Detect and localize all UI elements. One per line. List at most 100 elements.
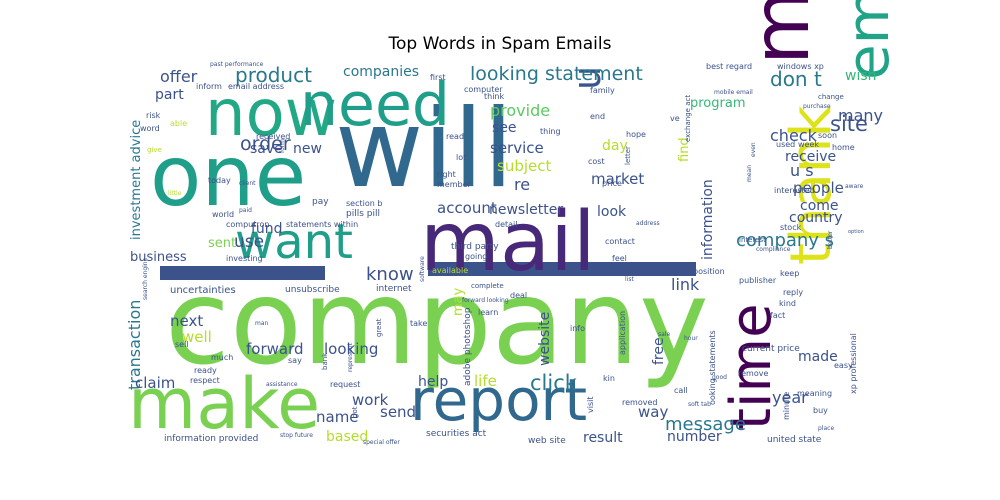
word-money: money [737, 0, 827, 65]
word-feel: feel [612, 254, 627, 263]
word-web-site: web site [528, 436, 566, 446]
word-stock: stock [780, 223, 802, 232]
word-even: even [750, 142, 757, 157]
word-kin: kin [603, 374, 615, 383]
word-meaning: meaning [797, 389, 832, 398]
word-ready: ready [194, 366, 217, 375]
word-use: use [234, 232, 264, 252]
word-help: help [418, 374, 448, 390]
mask-bar-2 [428, 262, 696, 276]
word-special-offer: special offer [363, 439, 400, 446]
word-program: program [690, 96, 746, 111]
word-information-provided: information provided [164, 434, 258, 444]
word-pay: pay [312, 197, 329, 207]
word-u: u [565, 66, 609, 90]
word-list: list [625, 276, 634, 283]
word-now: now [205, 77, 337, 151]
mask-bar-1 [160, 266, 325, 280]
word-great: great [375, 318, 383, 337]
word-make: make [128, 363, 320, 445]
mask-bars [160, 262, 696, 280]
word-fund: fund [251, 221, 283, 237]
word-interest: interest [739, 236, 766, 244]
word-adobe-photoshop: adobe photoshop [463, 307, 473, 386]
word-learn: learn [478, 308, 498, 317]
word-statements-within: statements within [286, 220, 358, 229]
word-unsubscribe: unsubscribe [285, 285, 340, 295]
word-assistance: assistance [266, 381, 298, 388]
word-got: got [351, 406, 359, 418]
word-stop-future: stop future [280, 432, 313, 439]
word-complete: complete [471, 282, 504, 290]
word-received: received [256, 132, 290, 141]
word-sale: sale [658, 331, 670, 338]
word-company: company [165, 253, 709, 391]
word-position: position [693, 267, 725, 276]
word-better: better [827, 230, 834, 249]
word-address: address [636, 220, 660, 227]
word-come: come [800, 198, 839, 214]
word-know: know [366, 264, 414, 285]
word-think: think [484, 92, 505, 101]
word-third-party: third party [451, 242, 499, 252]
word-option: option [848, 229, 864, 235]
word-free: free [651, 337, 667, 365]
word-search-engine: search engine [142, 257, 149, 300]
word-may: may [451, 287, 466, 316]
word-don-t: don t [770, 67, 822, 91]
word-computron: computron [226, 220, 269, 229]
word-new: new [293, 141, 322, 157]
word-investing: investing [226, 254, 263, 263]
word-xp-professional: xp professional [849, 333, 858, 394]
word-member: member [437, 180, 472, 189]
word-mobile-email: mobile email [714, 89, 753, 96]
word-want: want [235, 214, 353, 270]
word-company-s: company s [736, 230, 834, 251]
word-uncertainties: uncertainties [170, 285, 236, 296]
word-fact: fact [770, 311, 785, 320]
word-software: software [419, 256, 426, 282]
word-many: many [838, 106, 883, 125]
word-united-state: united state [767, 435, 822, 445]
word-risk: risk [146, 111, 161, 120]
word-u-s: u s [790, 161, 814, 180]
word-forward-looking: forward looking [462, 297, 509, 304]
word-email-address: email address [228, 82, 284, 91]
word-deal: deal [510, 291, 527, 300]
word-best-regard: best regard [706, 62, 752, 71]
word-week: week [798, 140, 819, 149]
word-hope: hope [626, 130, 646, 139]
word-service: service [490, 139, 544, 157]
word-purchase: purchase [803, 103, 831, 110]
word-offer: offer [160, 67, 198, 86]
word-able: able [170, 119, 187, 128]
word-re: re [514, 175, 530, 194]
word-business: business [130, 250, 187, 265]
word-website: website [537, 312, 553, 366]
word-report: report [410, 366, 587, 434]
word-time: time [719, 303, 784, 430]
word-result: result [583, 430, 623, 446]
word-say: say [288, 356, 302, 365]
word-will: will [335, 87, 513, 212]
word-keep: keep [780, 269, 799, 278]
word-info: info [570, 324, 585, 333]
word-give: give [147, 146, 162, 154]
word-check: check [770, 126, 818, 145]
word-looking: looking [324, 340, 378, 358]
word-save: save [250, 141, 283, 157]
word-reply: reply [783, 288, 803, 297]
word-home: home [832, 143, 855, 152]
word-application: application [618, 311, 627, 355]
word-product: product [235, 63, 312, 87]
word-request: request [330, 380, 360, 389]
word-link: link [671, 275, 700, 294]
word-see: see [492, 120, 517, 136]
word-sell: sell [175, 340, 189, 349]
word-information: information [700, 179, 716, 260]
word-remove: remove [738, 369, 768, 378]
word-man: man [255, 320, 269, 327]
word-represent: represent [347, 343, 354, 372]
word-price: price [602, 179, 622, 188]
